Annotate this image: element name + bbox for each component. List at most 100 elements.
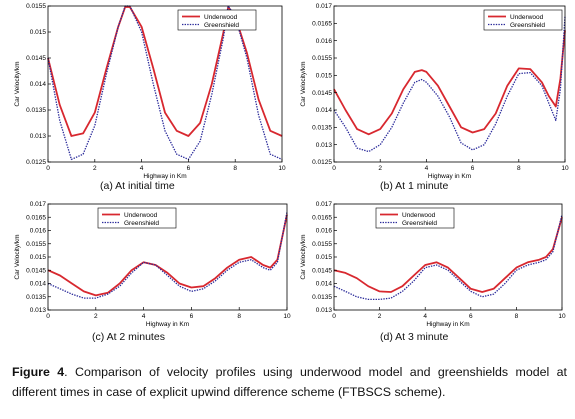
legend-box bbox=[483, 9, 563, 31]
x-tick-label: 0 bbox=[332, 313, 336, 320]
x-tick-label: 4 bbox=[423, 313, 427, 320]
y-tick-label: 0.0165 bbox=[26, 214, 46, 221]
y-tick-label: 0.0165 bbox=[312, 21, 332, 28]
legend-label-greenshield: Greenshield bbox=[510, 22, 545, 29]
y-tick-label: 0.0155 bbox=[26, 241, 46, 248]
y-tick-label: 0.0125 bbox=[26, 159, 46, 166]
chart-panel-c: 0 2 4 6 8 10 0.013 0.0135 0.014 0.0145 0.015 0.0155… bbox=[12, 200, 292, 328]
x-tick-label: 2 bbox=[378, 313, 382, 320]
legend-box bbox=[97, 207, 177, 229]
x-tick-label: 8 bbox=[237, 313, 241, 320]
y-tick-label: 0.0165 bbox=[312, 214, 332, 221]
series-line-underwood bbox=[333, 30, 566, 136]
y-tick-label: 0.0145 bbox=[312, 90, 332, 97]
x-tick-label: 10 bbox=[278, 165, 286, 172]
y-tick-label: 0.015 bbox=[316, 254, 333, 261]
plot-frame bbox=[333, 5, 566, 163]
x-tick-label: 2 bbox=[93, 165, 97, 172]
legend-label-underwood: Underwood bbox=[204, 14, 238, 21]
x-tick-label: 6 bbox=[187, 165, 191, 172]
chart-panel-b: 0 2 4 6 8 10 0.0125 0.013 0.0135 0.014 0.0145 0.015… bbox=[300, 2, 570, 180]
y-axis-label: Car Velocity/km bbox=[14, 234, 21, 279]
x-axis-label: Highway in Km bbox=[146, 321, 189, 328]
series-line-greenshield bbox=[333, 16, 566, 153]
legend-box bbox=[375, 207, 455, 229]
y-tick-label: 0.015 bbox=[316, 73, 333, 80]
y-tick-label: 0.0125 bbox=[312, 159, 332, 166]
y-tick-label: 0.015 bbox=[30, 254, 47, 261]
y-tick-label: 0.0135 bbox=[312, 294, 332, 301]
chart-a-svg: 0 2 4 6 8 10 0.0125 0.013 0.0135 0.014 0.0145 0.015… bbox=[14, 3, 286, 180]
x-tick-label: 8 bbox=[515, 313, 519, 320]
chart-panel-d: 0 2 4 6 8 10 0.013 0.0135 0.014 0.0145 0.015 0.0155… bbox=[300, 200, 570, 328]
x-tick-label: 6 bbox=[471, 165, 475, 172]
y-tick-label: 0.017 bbox=[30, 201, 47, 208]
chart-panel-a: 0 2 4 6 8 10 0.0125 0.013 0.0135 0.014 0.0145 0.015… bbox=[12, 2, 287, 180]
series-line-greenshield bbox=[333, 214, 563, 301]
y-tick-label: 0.015 bbox=[30, 29, 47, 36]
y-tick-label: 0.014 bbox=[316, 281, 333, 288]
x-axis-label: Highway in Km bbox=[426, 321, 469, 328]
y-tick-label: 0.013 bbox=[316, 142, 333, 149]
y-tick-label: 0.014 bbox=[30, 281, 47, 288]
chart-b-svg: 0 2 4 6 8 10 0.0125 0.013 0.0135 0.014 0.0145 0.015… bbox=[300, 3, 569, 180]
series-line-greenshield bbox=[47, 211, 288, 299]
x-tick-label: 8 bbox=[233, 165, 237, 172]
x-tick-label: 4 bbox=[142, 313, 146, 320]
legend-label-greenshield: Greenshield bbox=[204, 22, 239, 29]
legend-label-greenshield: Greenshield bbox=[124, 220, 159, 227]
y-tick-label: 0.0135 bbox=[26, 107, 46, 114]
x-tick-label: 6 bbox=[469, 313, 473, 320]
x-tick-label: 2 bbox=[378, 165, 382, 172]
x-axis-label: Highway in Km bbox=[143, 173, 186, 180]
figure-caption: Figure 4. Comparison of velocity profile… bbox=[12, 362, 567, 402]
figure-caption-text: . Comparison of velocity profiles using … bbox=[12, 365, 567, 399]
x-tick-label: 10 bbox=[283, 313, 291, 320]
y-tick-label: 0.014 bbox=[30, 81, 47, 88]
y-tick-label: 0.017 bbox=[316, 3, 333, 10]
y-tick-label: 0.0145 bbox=[26, 267, 46, 274]
x-axis-label: Highway in Km bbox=[428, 173, 471, 180]
y-tick-label: 0.0155 bbox=[312, 55, 332, 62]
x-tick-label: 0 bbox=[46, 313, 50, 320]
x-tick-label: 2 bbox=[94, 313, 98, 320]
y-tick-label: 0.0145 bbox=[312, 267, 332, 274]
chart-d-svg: 0 2 4 6 8 10 0.013 0.0135 0.014 0.0145 0.015 0.0155… bbox=[300, 201, 566, 328]
x-tick-label: 8 bbox=[517, 165, 521, 172]
y-tick-label: 0.013 bbox=[316, 307, 333, 314]
y-tick-label: 0.0155 bbox=[312, 241, 332, 248]
chart-b-caption: (b) At 1 minute bbox=[380, 180, 449, 192]
x-tick-label: 10 bbox=[561, 165, 569, 172]
y-axis-label: Car Velocity/km bbox=[300, 234, 307, 279]
x-tick-label: 4 bbox=[425, 165, 429, 172]
series-line-underwood bbox=[333, 217, 563, 293]
y-tick-label: 0.013 bbox=[30, 307, 47, 314]
y-tick-label: 0.013 bbox=[30, 133, 47, 140]
y-tick-label: 0.0145 bbox=[26, 55, 46, 62]
chart-a-caption: (a) At initial time bbox=[100, 180, 175, 192]
chart-c-svg: 0 2 4 6 8 10 0.013 0.0135 0.014 0.0145 0.015 0.0155… bbox=[14, 201, 291, 328]
x-tick-label: 4 bbox=[140, 165, 144, 172]
legend-label-underwood: Underwood bbox=[402, 212, 436, 219]
y-tick-label: 0.016 bbox=[316, 38, 333, 45]
series-line-underwood bbox=[47, 214, 288, 297]
y-tick-label: 0.017 bbox=[316, 201, 333, 208]
y-tick-label: 0.016 bbox=[316, 228, 333, 235]
figure-label: Figure 4 bbox=[12, 365, 65, 379]
legend-label-underwood: Underwood bbox=[510, 14, 544, 21]
chart-d-caption: (d) At 3 minute bbox=[380, 331, 449, 343]
chart-c-caption: (c) At 2 minutes bbox=[92, 331, 165, 343]
legend-label-greenshield: Greenshield bbox=[402, 220, 437, 227]
y-axis-label: Car Velocity/km bbox=[14, 61, 21, 106]
y-tick-label: 0.014 bbox=[316, 107, 333, 114]
y-tick-label: 0.0135 bbox=[312, 125, 332, 132]
legend-label-underwood: Underwood bbox=[124, 212, 158, 219]
y-tick-label: 0.016 bbox=[30, 228, 47, 235]
x-tick-label: 6 bbox=[190, 313, 194, 320]
y-tick-label: 0.0135 bbox=[26, 294, 46, 301]
x-tick-label: 10 bbox=[558, 313, 566, 320]
x-tick-label: 0 bbox=[46, 165, 50, 172]
legend-box bbox=[177, 9, 257, 31]
x-tick-label: 0 bbox=[332, 165, 336, 172]
y-axis-label: Car Velocity/km bbox=[300, 61, 307, 106]
